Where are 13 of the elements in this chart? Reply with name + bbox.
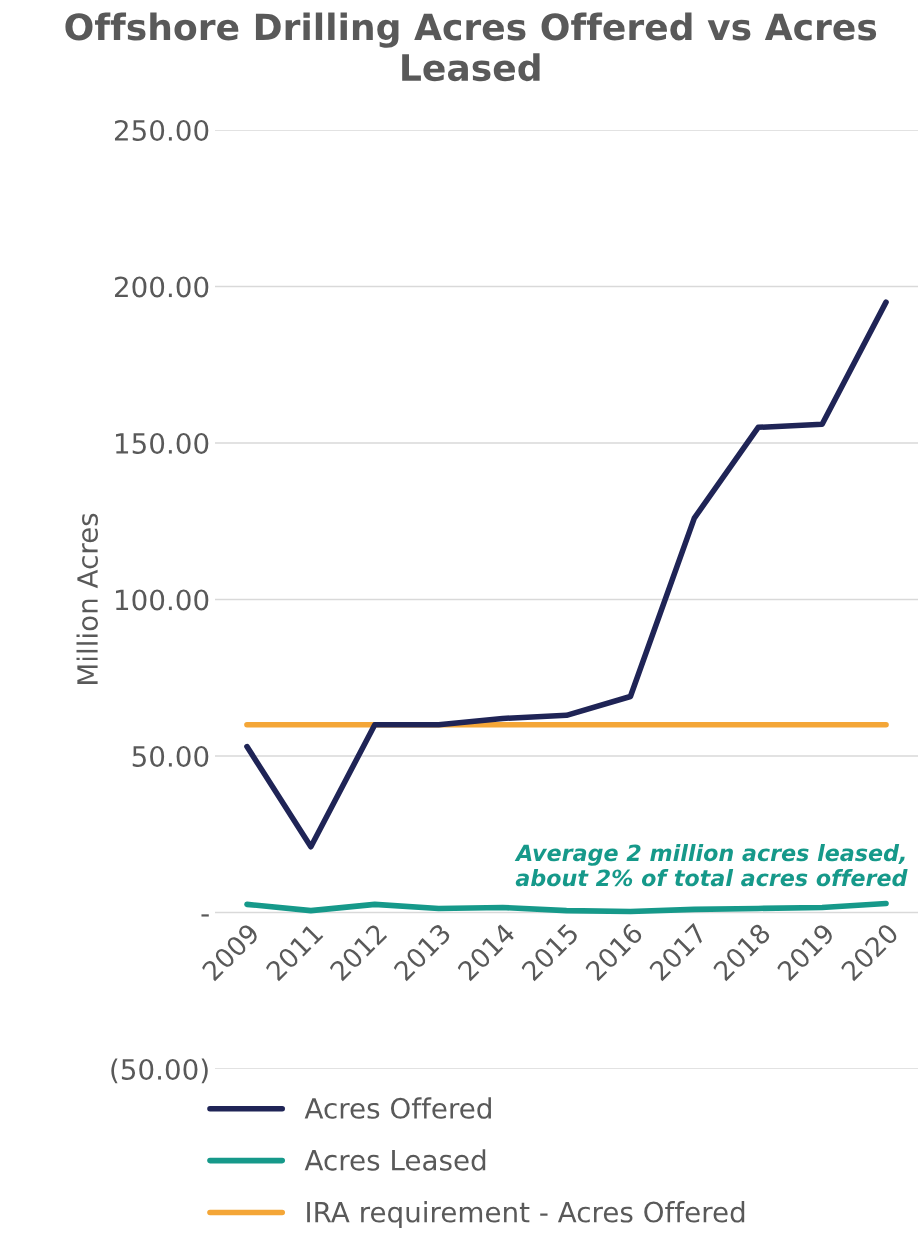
y-tick-label: (50.00) (111, 1058, 208, 1084)
y-tick-label: 250.00 (114, 119, 209, 141)
y-tick-label: 200.00 (114, 276, 209, 298)
legend-label: Acres Leased (304, 1149, 486, 1171)
y-tick-label: 50.00 (132, 745, 209, 767)
y-tick-label: - (201, 914, 209, 917)
legend-label: IRA requirement - Acres Offered (307, 1201, 745, 1228)
legend-label: Acres Offered (304, 1097, 491, 1119)
annotation: Average 2 million acres leased, about 2% of total acres offered (514, 844, 908, 887)
chart-title: Offshore Drilling Acres Offered vs Acres Leased (65, 12, 877, 82)
y-tick-label: 100.00 (115, 589, 209, 611)
y-axis-title: Million Acres (76, 513, 98, 684)
y-tick-label: 150.00 (115, 432, 209, 454)
